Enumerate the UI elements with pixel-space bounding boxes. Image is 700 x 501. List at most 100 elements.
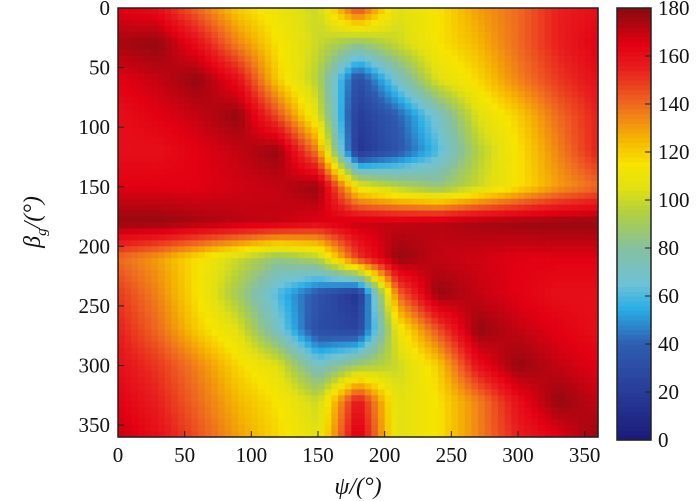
heatmap-cell: [344, 264, 352, 271]
heatmap-cell: [184, 162, 192, 170]
heatmap-cell: [344, 276, 352, 283]
heatmap-cell: [284, 383, 292, 390]
heatmap-cell: [338, 252, 346, 259]
heatmap-cell: [238, 151, 246, 158]
heatmap-cell: [511, 371, 519, 379]
heatmap-cell: [391, 347, 399, 355]
heatmap-cell: [518, 329, 526, 337]
heatmap-cell: [184, 389, 192, 396]
heatmap-cell: [431, 37, 439, 45]
heatmap-cell: [418, 329, 426, 337]
heatmap-cell: [324, 156, 332, 164]
heatmap-cell: [438, 234, 446, 241]
heatmap-cell: [151, 13, 159, 21]
heatmap-cell: [218, 240, 226, 247]
heatmap-cell: [584, 85, 592, 93]
heatmap-cell: [478, 413, 486, 420]
heatmap-cell: [298, 25, 306, 33]
heatmap-cell: [118, 347, 126, 355]
heatmap-cell: [231, 198, 239, 206]
heatmap-cell: [591, 228, 599, 236]
heatmap-cell: [391, 294, 399, 301]
heatmap-cell: [558, 413, 566, 420]
heatmap-cell: [231, 365, 239, 373]
heatmap-cell: [231, 91, 239, 98]
heatmap-cell: [424, 133, 432, 140]
heatmap-cell: [164, 168, 172, 176]
heatmap-cell: [224, 198, 232, 206]
heatmap-cell: [511, 174, 519, 182]
heatmap-cell: [584, 377, 592, 384]
heatmap-cell: [178, 13, 186, 21]
heatmap-cell: [211, 73, 219, 81]
heatmap-cell: [211, 383, 219, 390]
heatmap-cell: [471, 91, 479, 98]
heatmap-cell: [318, 240, 326, 247]
heatmap-cell: [424, 252, 432, 259]
heatmap-cell: [244, 97, 252, 104]
heatmap-cell: [451, 329, 459, 337]
heatmap-cell: [211, 25, 219, 33]
heatmap-cell: [544, 79, 552, 87]
heatmap-cell: [231, 371, 239, 379]
heatmap-cell: [278, 121, 286, 128]
heatmap-cell: [558, 317, 566, 325]
heatmap-cell: [164, 240, 172, 247]
heatmap-cell: [131, 359, 139, 367]
heatmap-cell: [411, 31, 419, 39]
heatmap-cell: [438, 67, 446, 75]
heatmap-cell: [424, 19, 432, 27]
heatmap-cell: [251, 234, 259, 241]
heatmap-cell: [371, 73, 379, 81]
heatmap-cell: [344, 61, 352, 69]
heatmap-cell: [158, 389, 166, 396]
heatmap-cell: [371, 109, 379, 116]
heatmap-cell: [284, 79, 292, 87]
heatmap-cell: [284, 299, 292, 307]
heatmap-cell: [518, 413, 526, 420]
heatmap-cell: [178, 252, 186, 259]
heatmap-cell: [284, 282, 292, 289]
heatmap-cell: [378, 401, 386, 408]
heatmap-cell: [231, 162, 239, 170]
heatmap-cell: [458, 240, 466, 247]
heatmap-cell: [571, 365, 579, 373]
heatmap-cell: [504, 335, 512, 343]
heatmap-cell: [384, 276, 392, 283]
heatmap-cell: [164, 180, 172, 188]
heatmap-cell: [564, 79, 572, 87]
heatmap-cell: [451, 413, 459, 420]
heatmap-cell: [151, 103, 159, 110]
heatmap-cell: [564, 234, 572, 241]
heatmap-cell: [151, 133, 159, 140]
heatmap-cell: [178, 139, 186, 146]
heatmap-cell: [518, 174, 526, 182]
heatmap-cell: [271, 25, 279, 33]
heatmap-cell: [458, 145, 466, 152]
heatmap-cell: [198, 264, 206, 271]
heatmap-cell: [544, 347, 552, 355]
heatmap-cell: [251, 180, 259, 188]
heatmap-cell: [591, 204, 599, 212]
heatmap-cell: [304, 329, 312, 337]
heatmap-cell: [218, 407, 226, 414]
heatmap-cell: [504, 270, 512, 277]
heatmap-cell: [198, 121, 206, 128]
heatmap-cell: [204, 79, 212, 87]
heatmap-cell: [331, 246, 339, 253]
heatmap-cell: [171, 156, 179, 164]
heatmap-cell: [431, 168, 439, 176]
heatmap-cell: [451, 156, 459, 164]
heatmap-cell: [144, 270, 152, 277]
heatmap-cell: [584, 311, 592, 319]
heatmap-cell: [578, 276, 586, 283]
heatmap-cell: [518, 210, 526, 218]
heatmap-cell: [498, 91, 506, 98]
heatmap-cell: [184, 294, 192, 301]
heatmap-cell: [164, 311, 172, 319]
heatmap-cell: [178, 377, 186, 384]
heatmap-cell: [391, 145, 399, 152]
heatmap-cell: [531, 246, 539, 253]
heatmap-cell: [211, 419, 219, 426]
heatmap-cell: [331, 103, 339, 110]
